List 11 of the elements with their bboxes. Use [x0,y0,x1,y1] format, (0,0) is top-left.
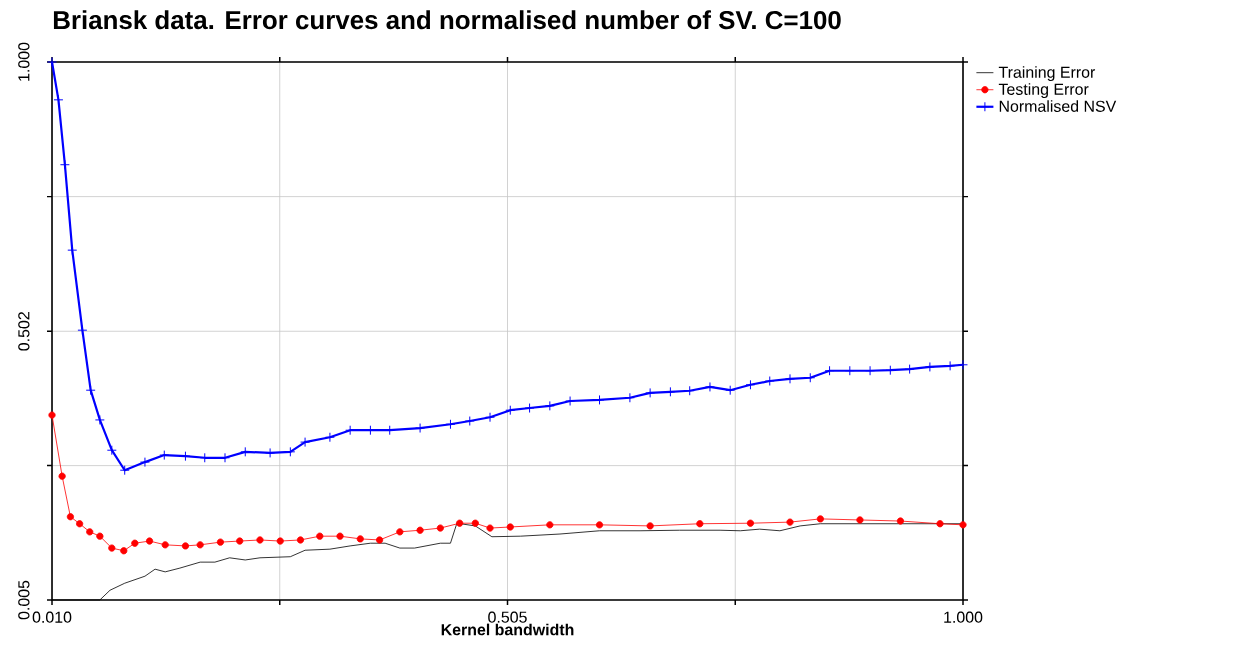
legend-label: Normalised NSV [999,100,1117,112]
x-tick-label: 1.000 [944,611,983,623]
x-axis-title: Kernel bandwidth [441,623,574,636]
legend-label: Training Error [998,66,1096,82]
y-tick-label: 0.502 [18,312,30,351]
x-tick-label: 0.505 [488,611,527,623]
x-tick-label: 0.010 [32,611,72,623]
legend-label: Testing Error [998,83,1089,99]
chart-title: Briansk data. Error curves and normalised number of SV. C=100 [53,10,841,30]
y-tick-label: 1.000 [18,42,30,81]
y-tick-label: 0.005 [18,580,30,620]
